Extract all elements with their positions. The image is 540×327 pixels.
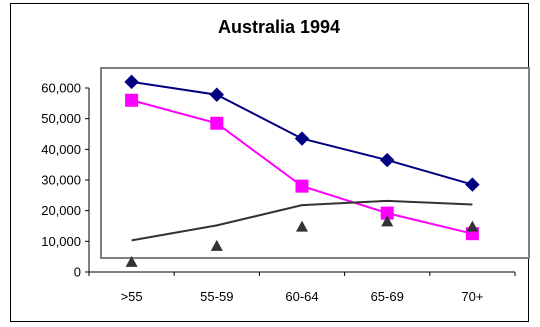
- series-4-point: [125, 255, 138, 267]
- series-2-point: [210, 116, 224, 130]
- y-tick-label: 30,000: [41, 173, 81, 188]
- chart-title: Australia 1994: [218, 17, 340, 37]
- series-4-point: [381, 215, 394, 227]
- x-tick-label: 55-59: [200, 289, 233, 304]
- y-tick-label: 40,000: [41, 142, 81, 157]
- series-4-point: [210, 239, 223, 251]
- y-tick-label: 50,000: [41, 111, 81, 126]
- series-4-point: [466, 220, 479, 232]
- series-4-point: [296, 220, 308, 232]
- x-tick-label: >55: [121, 289, 143, 304]
- series-2-point: [380, 206, 394, 220]
- x-tick-label: 60-64: [285, 289, 318, 304]
- highlight-rectangle: [100, 67, 530, 259]
- series-1-point: [379, 152, 395, 168]
- x-tick-label: 70+: [461, 289, 483, 304]
- series-2-point: [295, 179, 309, 193]
- series-2-line: [131, 99, 473, 235]
- y-tick-label: 10,000: [41, 234, 81, 249]
- series-1-point: [294, 131, 310, 146]
- x-tick-label: 65-69: [371, 289, 404, 304]
- series-3-line: [131, 199, 473, 242]
- series-1-point: [465, 177, 480, 192]
- series-1-point: [209, 87, 225, 102]
- y-tick-label: 60,000: [41, 81, 81, 96]
- y-tick-label: 20,000: [41, 203, 81, 218]
- y-tick-label: 0: [74, 265, 81, 280]
- series-1-point: [124, 74, 139, 90]
- series-2-point: [125, 93, 139, 107]
